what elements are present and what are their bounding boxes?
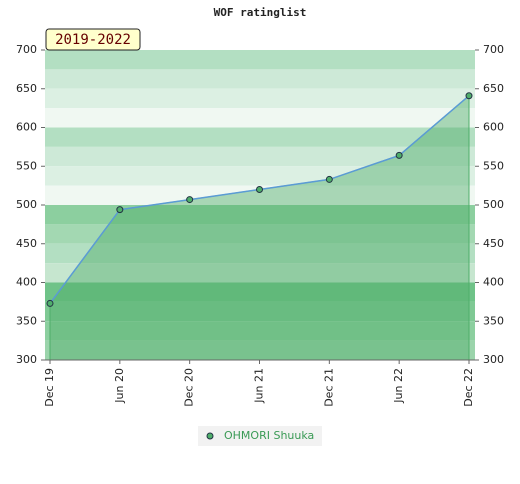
- point: [116, 206, 124, 214]
- annotation: 2019-2022: [55, 32, 131, 48]
- background-band: [45, 50, 475, 70]
- point: [465, 92, 473, 100]
- y-tick-label: 350: [16, 314, 37, 327]
- background-band: [45, 224, 475, 244]
- y2-tick-label: 650: [483, 82, 504, 95]
- y2-tick-label: 450: [483, 237, 504, 250]
- x-tick-label: Jun 20: [113, 368, 126, 404]
- x-tick-label: Dec 21: [322, 368, 335, 407]
- x-tick-label: Dec 20: [183, 368, 196, 407]
- y-tick-label: 400: [16, 276, 37, 289]
- x-tick-label: Dec 19: [43, 368, 56, 407]
- legend-box: [198, 426, 322, 446]
- y2-tick-label: 400: [483, 276, 504, 289]
- background-band: [45, 243, 475, 264]
- background-band: [45, 185, 475, 205]
- y2-tick-label: 550: [483, 159, 504, 172]
- y-tick-label: 300: [16, 353, 37, 366]
- point: [325, 175, 333, 183]
- y-tick-label: 700: [16, 43, 37, 56]
- x-tick-label: Jun 21: [253, 368, 266, 404]
- chart-title: WOF ratinglist: [214, 6, 307, 19]
- background-band: [45, 108, 475, 128]
- y2-tick-label: 600: [483, 121, 504, 134]
- background-band: [45, 88, 475, 109]
- y2-tick-label: 500: [483, 198, 504, 211]
- background-band: [45, 146, 475, 167]
- x-tick-label: Dec 22: [462, 368, 475, 407]
- y-tick-label: 450: [16, 237, 37, 250]
- legend-label: OHMORI Shuuka: [224, 429, 314, 442]
- background-band: [45, 69, 475, 89]
- point: [186, 196, 194, 204]
- background-band: [45, 301, 475, 322]
- point: [395, 151, 403, 159]
- legend-marker: [206, 432, 214, 440]
- background-band: [45, 263, 475, 283]
- point: [46, 299, 54, 307]
- x-tick-label: Jun 22: [392, 368, 405, 404]
- y2-tick-label: 700: [483, 43, 504, 56]
- background-band: [45, 340, 475, 360]
- background-band: [45, 127, 475, 147]
- background-band: [45, 282, 475, 302]
- background-band: [45, 166, 475, 186]
- annotation-box: [45, 28, 141, 51]
- point: [256, 186, 263, 193]
- background-band: [45, 321, 475, 341]
- y-tick-label: 650: [16, 82, 37, 95]
- y-tick-label: 600: [16, 121, 37, 134]
- y2-tick-label: 350: [483, 314, 504, 327]
- y-tick-label: 500: [16, 198, 37, 211]
- y-tick-label: 550: [16, 159, 37, 172]
- background-band: [45, 205, 475, 225]
- y2-tick-label: 300: [483, 353, 504, 366]
